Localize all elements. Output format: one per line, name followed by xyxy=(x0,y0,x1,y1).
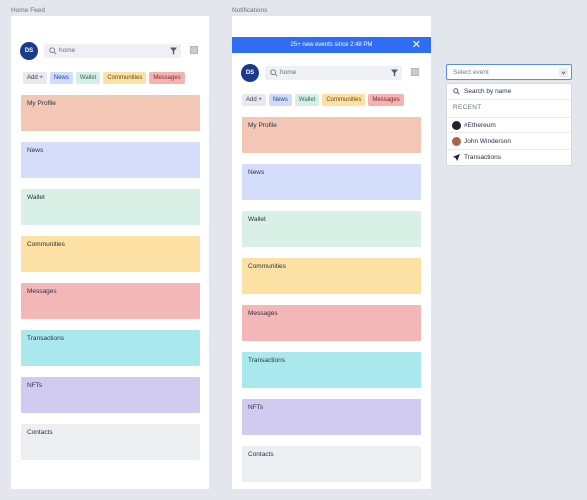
chip-messages[interactable]: Messages xyxy=(149,72,185,84)
search-input[interactable]: home xyxy=(280,69,297,76)
search-bar[interactable]: home xyxy=(44,44,181,58)
filter-chips: Add + News Wallet Communities Messages xyxy=(242,94,404,106)
avatar[interactable]: DS xyxy=(241,64,259,82)
home-feed-frame-label: Home Feed xyxy=(11,7,45,14)
card-contacts[interactable]: Contacts xyxy=(21,424,200,460)
filter-icon[interactable] xyxy=(391,69,398,77)
close-icon[interactable]: ✕ xyxy=(411,39,421,51)
filter-chips: Add + News Wallet Communities Messages xyxy=(23,72,185,84)
card-contacts[interactable]: Contacts xyxy=(242,446,421,482)
banner-text: 25+ new events since 2:48 PM xyxy=(290,42,373,48)
select-event-menu: Search by name RECENT #Ethereum John Win… xyxy=(446,83,572,166)
new-events-banner[interactable]: 25+ new events since 2:48 PM ✕ xyxy=(232,37,431,53)
avatar[interactable]: DS xyxy=(20,42,38,60)
event-item-ethereum[interactable]: #Ethereum xyxy=(447,117,571,133)
recent-heading: RECENT xyxy=(453,104,482,111)
chip-wallet[interactable]: Wallet xyxy=(294,94,320,106)
select-event-placeholder: Select event xyxy=(453,69,489,76)
chip-messages[interactable]: Messages xyxy=(368,94,404,106)
event-item-label: #Ethereum xyxy=(464,122,496,129)
event-item-label: John Winderson xyxy=(464,138,511,145)
card-news[interactable]: News xyxy=(21,142,200,178)
search-bar[interactable]: home xyxy=(265,66,402,80)
filter-icon[interactable] xyxy=(170,47,177,55)
event-item-john-winderson[interactable]: John Winderson xyxy=(447,134,571,150)
menu-square-icon[interactable] xyxy=(411,68,419,76)
chip-communities[interactable]: Communities xyxy=(322,94,366,106)
add-chip-button[interactable]: Add + xyxy=(23,72,47,84)
event-search-row[interactable]: Search by name xyxy=(447,84,571,100)
chevron-down-icon[interactable] xyxy=(559,68,568,77)
chip-news[interactable]: News xyxy=(268,94,292,106)
event-item-transactions[interactable]: Transactions xyxy=(447,150,571,166)
event-item-label: Transactions xyxy=(464,154,501,161)
notifications-frame-label: Notifications xyxy=(232,7,268,14)
card-messages[interactable]: Messages xyxy=(242,305,421,341)
select-event-dropdown[interactable]: Select event xyxy=(446,64,572,80)
search-icon xyxy=(49,47,57,55)
user-avatar-icon xyxy=(452,137,461,146)
card-nfts[interactable]: NFTs xyxy=(21,377,200,413)
card-my-profile[interactable]: My Profile xyxy=(21,95,200,131)
event-search-input[interactable]: Search by name xyxy=(464,88,512,95)
search-input[interactable]: home xyxy=(59,47,76,54)
search-icon xyxy=(453,88,460,95)
card-transactions[interactable]: Transactions xyxy=(242,352,421,388)
menu-square-icon[interactable] xyxy=(190,46,198,54)
card-messages[interactable]: Messages xyxy=(21,283,200,319)
top-bar: DS home xyxy=(241,64,421,82)
chip-news[interactable]: News xyxy=(49,72,73,84)
notifications-frame: 25+ new events since 2:48 PM ✕ DS home A… xyxy=(232,16,431,489)
chip-wallet[interactable]: Wallet xyxy=(75,72,101,84)
card-wallet[interactable]: Wallet xyxy=(21,189,200,225)
add-chip-button[interactable]: Add + xyxy=(242,94,266,106)
card-communities[interactable]: Communities xyxy=(242,258,421,294)
card-transactions[interactable]: Transactions xyxy=(21,330,200,366)
card-my-profile[interactable]: My Profile xyxy=(242,117,421,153)
search-icon xyxy=(270,69,278,77)
top-bar: DS home xyxy=(20,42,200,60)
card-communities[interactable]: Communities xyxy=(21,236,200,272)
card-nfts[interactable]: NFTs xyxy=(242,399,421,435)
send-arrow-icon xyxy=(453,154,460,161)
ethereum-icon xyxy=(452,121,461,130)
card-wallet[interactable]: Wallet xyxy=(242,211,421,247)
card-news[interactable]: News xyxy=(242,164,421,200)
home-feed-frame: DS home Add + News Wallet Communities Me… xyxy=(11,16,209,489)
chip-communities[interactable]: Communities xyxy=(103,72,147,84)
